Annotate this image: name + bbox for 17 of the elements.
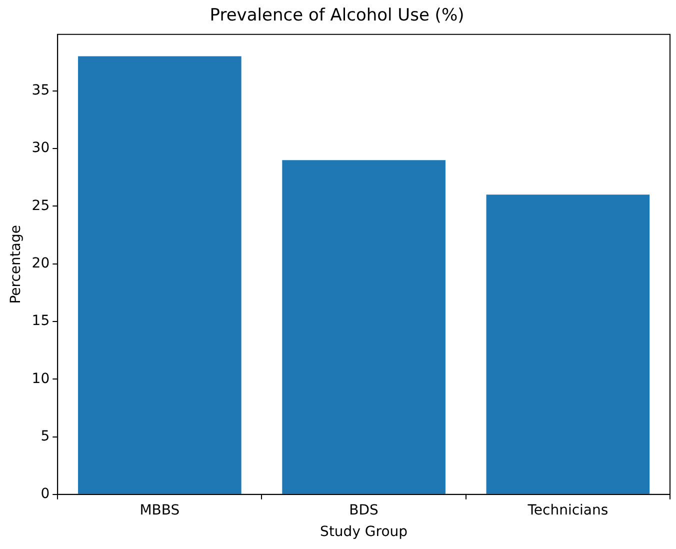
- x-axis-title: Study Group: [320, 524, 408, 540]
- x-tick-label: MBBS: [140, 502, 180, 518]
- y-tick-label: 0: [40, 486, 50, 502]
- x-tick-label: BDS: [349, 502, 379, 518]
- bar: [486, 194, 650, 494]
- x-tick-label: Technicians: [526, 502, 608, 518]
- y-tick-label: 25: [32, 198, 50, 214]
- y-tick-label: 15: [32, 313, 50, 330]
- y-tick-label: 20: [32, 255, 50, 272]
- chart-title: Prevalence of Alcohol Use (%): [210, 6, 464, 26]
- bar: [282, 160, 446, 494]
- bar: [78, 56, 242, 494]
- y-tick-label: 10: [32, 370, 50, 387]
- y-tick-label: 30: [32, 140, 50, 156]
- y-tick-label: 5: [40, 428, 50, 444]
- y-tick-label: 35: [32, 82, 50, 99]
- y-axis-title: Percentage: [8, 225, 24, 304]
